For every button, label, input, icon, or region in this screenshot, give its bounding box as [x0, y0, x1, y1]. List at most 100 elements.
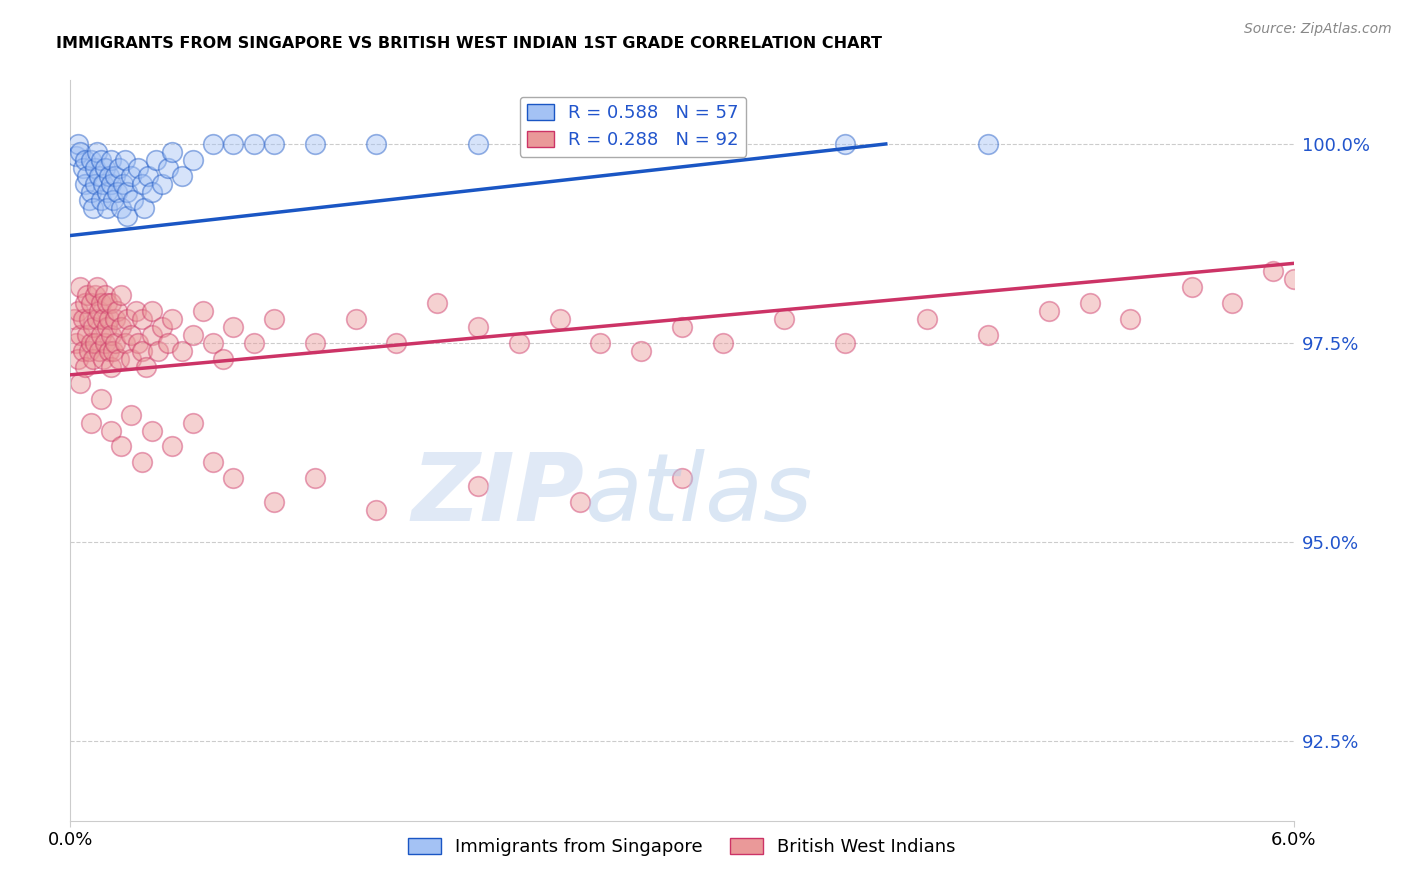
Point	[1302, 256, 1324, 270]
Point	[110, 440, 132, 454]
Point	[127, 161, 149, 175]
Point	[131, 343, 153, 358]
Point	[79, 416, 103, 430]
Point	[202, 136, 225, 151]
Point	[79, 185, 103, 199]
Point	[117, 312, 139, 326]
Point	[117, 185, 139, 199]
Point	[87, 304, 110, 318]
Point	[671, 136, 693, 151]
Point	[467, 320, 489, 334]
Point	[94, 288, 117, 302]
Point	[366, 136, 388, 151]
Point	[671, 471, 693, 485]
Point	[630, 343, 652, 358]
Point	[132, 201, 155, 215]
Point	[141, 304, 163, 318]
Point	[100, 177, 122, 191]
Point	[96, 320, 118, 334]
Point	[467, 136, 489, 151]
Point	[366, 503, 388, 517]
Point	[110, 288, 132, 302]
Point	[1282, 272, 1305, 286]
Point	[976, 136, 998, 151]
Point	[671, 320, 693, 334]
Point	[568, 495, 592, 509]
Point	[135, 359, 157, 374]
Point	[105, 185, 128, 199]
Point	[127, 336, 149, 351]
Point	[100, 296, 122, 310]
Point	[426, 296, 449, 310]
Point	[83, 177, 105, 191]
Point	[141, 424, 163, 438]
Point	[73, 153, 96, 167]
Point	[76, 328, 98, 343]
Point	[65, 336, 87, 351]
Point	[87, 169, 110, 183]
Point	[67, 304, 90, 318]
Point	[110, 201, 132, 215]
Point	[136, 169, 159, 183]
Point	[82, 201, 104, 215]
Point	[77, 312, 100, 326]
Point	[100, 359, 122, 374]
Point	[108, 161, 131, 175]
Point	[104, 336, 127, 351]
Point	[77, 343, 100, 358]
Point	[304, 336, 326, 351]
Point	[72, 343, 94, 358]
Point	[69, 376, 91, 390]
Point	[96, 296, 118, 310]
Point	[146, 343, 169, 358]
Point	[141, 328, 163, 343]
Point	[73, 296, 96, 310]
Point	[122, 193, 145, 207]
Point	[100, 424, 122, 438]
Point	[104, 169, 127, 183]
Point	[124, 304, 146, 318]
Point	[191, 304, 214, 318]
Point	[1263, 264, 1285, 278]
Point	[90, 328, 112, 343]
Point	[65, 149, 87, 163]
Point	[150, 320, 173, 334]
Point	[202, 336, 225, 351]
Point	[96, 185, 118, 199]
Point	[86, 312, 108, 326]
Point	[83, 336, 105, 351]
Point	[86, 145, 108, 159]
Point	[82, 320, 104, 334]
Point	[157, 336, 180, 351]
Point	[162, 312, 183, 326]
Point	[131, 312, 153, 326]
Point	[94, 336, 117, 351]
Point	[67, 351, 90, 366]
Point	[304, 471, 326, 485]
Point	[100, 328, 122, 343]
Point	[77, 193, 100, 207]
Point	[202, 455, 225, 469]
Point	[91, 177, 114, 191]
Point	[181, 153, 204, 167]
Point	[67, 136, 90, 151]
Point	[76, 169, 98, 183]
Point	[711, 336, 734, 351]
Point	[263, 136, 285, 151]
Point	[69, 328, 91, 343]
Point	[1119, 312, 1142, 326]
Point	[110, 320, 132, 334]
Point	[243, 136, 266, 151]
Point	[108, 351, 131, 366]
Point	[98, 343, 121, 358]
Point	[157, 161, 180, 175]
Point	[131, 177, 153, 191]
Point	[1078, 296, 1101, 310]
Point	[90, 193, 112, 207]
Point	[105, 304, 128, 318]
Point	[467, 479, 489, 493]
Point	[69, 145, 91, 159]
Point	[87, 343, 110, 358]
Point	[90, 392, 112, 406]
Text: atlas: atlas	[583, 450, 813, 541]
